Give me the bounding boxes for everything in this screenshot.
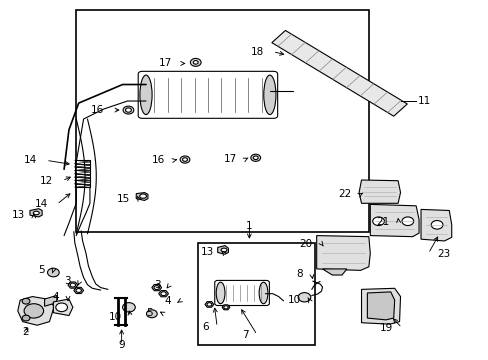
Text: 2: 2 — [22, 327, 29, 337]
Text: 3: 3 — [64, 276, 71, 286]
Text: 17: 17 — [159, 58, 172, 68]
Polygon shape — [158, 291, 168, 297]
Text: 5: 5 — [146, 308, 153, 318]
Circle shape — [24, 304, 43, 318]
Circle shape — [76, 288, 81, 292]
Circle shape — [122, 303, 135, 312]
Ellipse shape — [216, 282, 224, 304]
Circle shape — [70, 283, 75, 287]
Ellipse shape — [125, 108, 131, 112]
Ellipse shape — [123, 106, 134, 114]
Circle shape — [154, 285, 159, 289]
Circle shape — [206, 303, 211, 306]
Polygon shape — [30, 209, 42, 217]
Polygon shape — [74, 287, 83, 293]
Circle shape — [22, 298, 30, 304]
Bar — [76, 10, 368, 232]
Polygon shape — [316, 235, 369, 270]
Ellipse shape — [263, 75, 275, 114]
Text: 14: 14 — [24, 155, 37, 165]
Bar — [198, 243, 315, 345]
Circle shape — [401, 217, 413, 226]
Polygon shape — [369, 204, 418, 237]
Text: 4: 4 — [53, 292, 59, 302]
Text: 8: 8 — [296, 269, 303, 279]
Polygon shape — [44, 296, 57, 306]
Circle shape — [22, 315, 30, 321]
Polygon shape — [322, 269, 346, 275]
Polygon shape — [222, 305, 229, 310]
Text: 12: 12 — [40, 176, 53, 186]
Polygon shape — [53, 299, 73, 316]
Text: 21: 21 — [376, 217, 389, 227]
Ellipse shape — [221, 248, 226, 252]
Text: 16: 16 — [91, 105, 104, 115]
Text: 1: 1 — [245, 221, 252, 231]
Ellipse shape — [193, 60, 198, 64]
Ellipse shape — [253, 156, 258, 159]
Ellipse shape — [140, 194, 146, 198]
Circle shape — [372, 217, 384, 226]
Polygon shape — [358, 180, 400, 203]
Text: 19: 19 — [379, 323, 392, 333]
Text: 5: 5 — [38, 265, 44, 275]
Text: 6: 6 — [202, 322, 208, 332]
Polygon shape — [217, 246, 228, 254]
Text: 14: 14 — [35, 199, 48, 210]
Bar — [75, 160, 90, 187]
Polygon shape — [361, 288, 400, 324]
Ellipse shape — [33, 211, 39, 215]
Polygon shape — [366, 292, 394, 320]
Circle shape — [146, 310, 157, 318]
FancyBboxPatch shape — [138, 71, 277, 118]
Text: 22: 22 — [338, 189, 351, 199]
Ellipse shape — [140, 75, 152, 114]
Text: 10: 10 — [108, 312, 122, 322]
Ellipse shape — [259, 282, 267, 304]
Text: 23: 23 — [436, 248, 449, 258]
Text: 9: 9 — [118, 340, 124, 350]
Ellipse shape — [180, 156, 189, 163]
Polygon shape — [18, 297, 54, 325]
Circle shape — [430, 221, 442, 229]
Text: 13: 13 — [200, 247, 213, 257]
Text: 3: 3 — [154, 280, 160, 290]
Circle shape — [298, 293, 310, 302]
Circle shape — [47, 268, 59, 277]
Text: 10: 10 — [287, 295, 300, 305]
Text: 18: 18 — [250, 46, 264, 57]
Polygon shape — [420, 210, 451, 241]
Ellipse shape — [250, 154, 260, 161]
Circle shape — [224, 306, 227, 309]
Polygon shape — [152, 284, 161, 291]
Polygon shape — [136, 193, 148, 201]
Circle shape — [161, 292, 166, 296]
Text: 16: 16 — [151, 155, 164, 165]
Polygon shape — [68, 282, 78, 288]
Text: 13: 13 — [12, 210, 25, 220]
Text: 7: 7 — [241, 330, 248, 340]
Polygon shape — [204, 302, 213, 307]
Text: 20: 20 — [299, 239, 312, 249]
Text: 4: 4 — [164, 296, 171, 306]
Ellipse shape — [190, 58, 201, 66]
Text: 17: 17 — [223, 154, 236, 164]
Ellipse shape — [182, 158, 187, 161]
Text: 15: 15 — [117, 194, 130, 204]
FancyBboxPatch shape — [214, 280, 269, 306]
Circle shape — [56, 303, 67, 312]
Text: 11: 11 — [417, 96, 430, 106]
Polygon shape — [271, 31, 407, 116]
